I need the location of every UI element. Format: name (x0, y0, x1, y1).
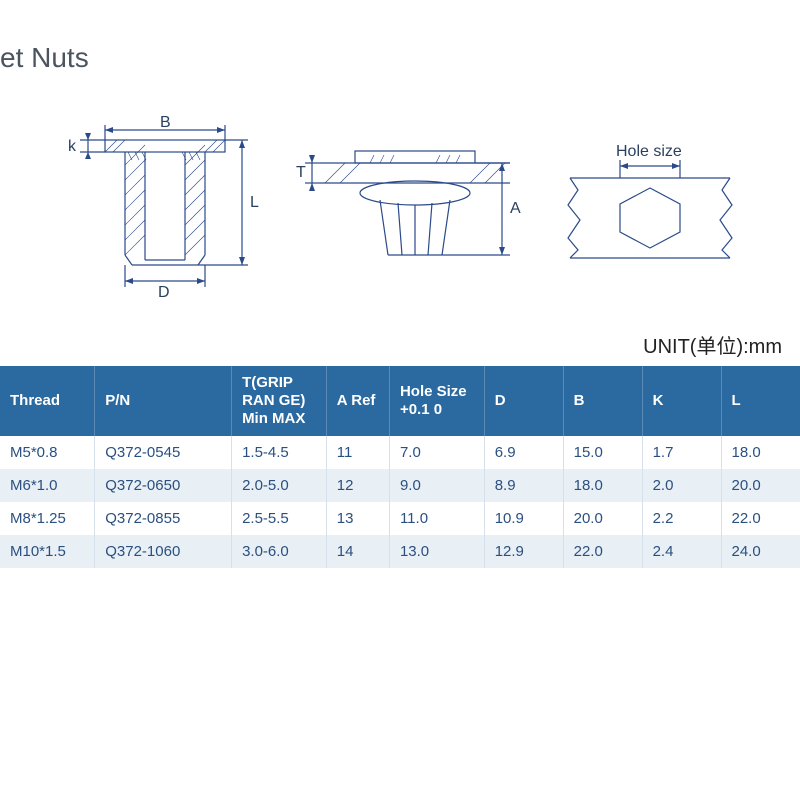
cell-l: 24.0 (721, 535, 800, 568)
dim-label-hole: Hole size (616, 143, 682, 160)
cell-d: 12.9 (484, 535, 563, 568)
th-hole: Hole Size +0.1 0 (389, 366, 484, 436)
cell-t: 2.0-5.0 (232, 469, 327, 502)
dim-label-b: B (160, 115, 171, 131)
table-row: M8*1.25 Q372-0855 2.5-5.5 13 11.0 10.9 2… (0, 502, 800, 535)
th-l: L (721, 366, 800, 436)
cell-pn: Q372-0650 (95, 469, 232, 502)
cell-thread: M10*1.5 (0, 535, 95, 568)
cell-thread: M8*1.25 (0, 502, 95, 535)
cell-thread: M6*1.0 (0, 469, 95, 502)
cell-hole: 13.0 (389, 535, 484, 568)
table-row: M5*0.8 Q372-0545 1.5-4.5 11 7.0 6.9 15.0… (0, 436, 800, 469)
table-row: M10*1.5 Q372-1060 3.0-6.0 14 13.0 12.9 2… (0, 535, 800, 568)
cell-thread: M5*0.8 (0, 436, 95, 469)
diagram-installed: T A (290, 125, 530, 295)
th-t: T(GRIP RAN GE) Min MAX (232, 366, 327, 436)
cell-k: 1.7 (642, 436, 721, 469)
cell-b: 22.0 (563, 535, 642, 568)
dim-label-a: A (510, 200, 521, 217)
table-body: M5*0.8 Q372-0545 1.5-4.5 11 7.0 6.9 15.0… (0, 436, 800, 568)
th-pn: P/N (95, 366, 232, 436)
cell-d: 6.9 (484, 436, 563, 469)
cell-d: 8.9 (484, 469, 563, 502)
cell-t: 3.0-6.0 (232, 535, 327, 568)
cell-k: 2.2 (642, 502, 721, 535)
cell-hole: 11.0 (389, 502, 484, 535)
cell-a: 11 (326, 436, 389, 469)
th-thread: Thread (0, 366, 95, 436)
cell-hole: 9.0 (389, 469, 484, 502)
dim-label-l: L (250, 194, 259, 211)
cell-d: 10.9 (484, 502, 563, 535)
th-a: A Ref (326, 366, 389, 436)
cell-l: 20.0 (721, 469, 800, 502)
diagram-hole-top: Hole size (550, 130, 750, 290)
th-d: D (484, 366, 563, 436)
cell-t: 2.5-5.5 (232, 502, 327, 535)
spec-table: Thread P/N T(GRIP RAN GE) Min MAX A Ref … (0, 366, 800, 568)
cell-b: 18.0 (563, 469, 642, 502)
cell-a: 13 (326, 502, 389, 535)
cell-a: 12 (326, 469, 389, 502)
cell-a: 14 (326, 535, 389, 568)
cell-k: 2.4 (642, 535, 721, 568)
cell-l: 22.0 (721, 502, 800, 535)
th-k: K (642, 366, 721, 436)
dim-label-k: k (68, 138, 77, 155)
diagram-side-section: B k L D (50, 115, 270, 305)
cell-t: 1.5-4.5 (232, 436, 327, 469)
cell-l: 18.0 (721, 436, 800, 469)
cell-pn: Q372-0545 (95, 436, 232, 469)
cell-hole: 7.0 (389, 436, 484, 469)
unit-label: UNIT(单位):mm (643, 330, 782, 359)
cell-pn: Q372-1060 (95, 535, 232, 568)
dim-label-d: D (158, 284, 170, 301)
dim-label-t: T (296, 164, 306, 181)
cell-b: 15.0 (563, 436, 642, 469)
cell-k: 2.0 (642, 469, 721, 502)
cell-b: 20.0 (563, 502, 642, 535)
table-row: M6*1.0 Q372-0650 2.0-5.0 12 9.0 8.9 18.0… (0, 469, 800, 502)
diagram-row: B k L D (40, 110, 760, 310)
cell-pn: Q372-0855 (95, 502, 232, 535)
table-header-row: Thread P/N T(GRIP RAN GE) Min MAX A Ref … (0, 366, 800, 436)
th-b: B (563, 366, 642, 436)
page-title: et Nuts (0, 42, 89, 74)
